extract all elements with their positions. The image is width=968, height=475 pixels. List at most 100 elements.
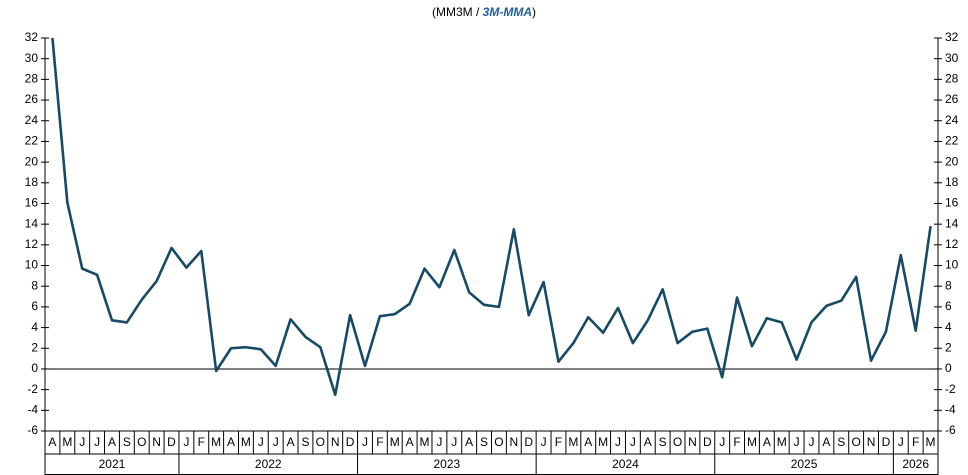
x-tick-label: J bbox=[94, 435, 100, 449]
x-tick-label: O bbox=[137, 435, 146, 449]
y2-tick-label: 32 bbox=[945, 30, 959, 44]
y2-tick-label: 14 bbox=[945, 216, 959, 230]
x-tick-label: M bbox=[926, 435, 936, 449]
x-tick-label: J bbox=[898, 435, 904, 449]
y-tick-label: 4 bbox=[31, 320, 38, 334]
y-tick-label: -4 bbox=[27, 402, 38, 416]
x-tick-label: A bbox=[822, 435, 830, 449]
x-tick-label: F bbox=[376, 435, 383, 449]
y-tick-label: 2 bbox=[31, 340, 38, 354]
y2-tick-label: 0 bbox=[945, 361, 952, 375]
x-tick-label: F bbox=[733, 435, 740, 449]
x-tick-label: A bbox=[287, 435, 295, 449]
y-tick-label: 8 bbox=[31, 278, 38, 292]
x-tick-label: O bbox=[673, 435, 682, 449]
x-tick-label: J bbox=[451, 435, 457, 449]
x-tick-label: O bbox=[494, 435, 503, 449]
x-tick-label: J bbox=[183, 435, 189, 449]
y-tick-label: 22 bbox=[25, 134, 39, 148]
y-tick-label: 24 bbox=[25, 113, 39, 127]
x-tick-label: N bbox=[331, 435, 340, 449]
y2-tick-label: 8 bbox=[945, 278, 952, 292]
y-tick-label: -6 bbox=[27, 423, 38, 437]
x-tick-label: D bbox=[703, 435, 712, 449]
x-tick-label: S bbox=[480, 435, 488, 449]
x-tick-label: J bbox=[436, 435, 442, 449]
y2-tick-label: 16 bbox=[945, 196, 959, 210]
x-tick-label: S bbox=[301, 435, 309, 449]
title-part: ) bbox=[532, 5, 536, 19]
y-tick-label: 12 bbox=[25, 237, 39, 251]
x-tick-label: J bbox=[808, 435, 814, 449]
x-tick-label: J bbox=[719, 435, 725, 449]
x-tick-label: J bbox=[541, 435, 547, 449]
y-tick-label: 18 bbox=[25, 175, 39, 189]
x-tick-label: A bbox=[48, 435, 56, 449]
x-tick-label: A bbox=[406, 435, 414, 449]
x-year-label: 2021 bbox=[99, 457, 126, 471]
y-tick-label: 16 bbox=[25, 196, 39, 210]
x-tick-label: A bbox=[108, 435, 116, 449]
y-tick-label: 0 bbox=[31, 361, 38, 375]
y2-tick-label: 26 bbox=[945, 92, 959, 106]
y2-tick-label: 20 bbox=[945, 154, 959, 168]
x-tick-label: N bbox=[152, 435, 161, 449]
x-tick-label: A bbox=[763, 435, 771, 449]
x-tick-label: N bbox=[867, 435, 876, 449]
y-tick-label: 26 bbox=[25, 92, 39, 106]
x-tick-label: O bbox=[316, 435, 325, 449]
y2-tick-label: -2 bbox=[945, 382, 956, 396]
x-tick-label: S bbox=[659, 435, 667, 449]
x-tick-label: A bbox=[465, 435, 473, 449]
x-tick-label: M bbox=[390, 435, 400, 449]
x-tick-label: F bbox=[555, 435, 562, 449]
x-tick-label: J bbox=[794, 435, 800, 449]
y2-tick-label: 2 bbox=[945, 340, 952, 354]
y2-tick-label: 30 bbox=[945, 51, 959, 65]
x-tick-label: J bbox=[79, 435, 85, 449]
x-tick-label: S bbox=[837, 435, 845, 449]
x-year-label: 2026 bbox=[902, 457, 929, 471]
x-tick-label: M bbox=[568, 435, 578, 449]
y-tick-label: 20 bbox=[25, 154, 39, 168]
y-tick-label: 14 bbox=[25, 216, 39, 230]
chart-title: (MM3M / 3M-MMA) bbox=[432, 5, 536, 19]
y2-tick-label: 18 bbox=[945, 175, 959, 189]
x-tick-label: J bbox=[273, 435, 279, 449]
x-tick-label: F bbox=[198, 435, 205, 449]
x-tick-label: J bbox=[258, 435, 264, 449]
y2-tick-label: 6 bbox=[945, 299, 952, 313]
x-tick-label: A bbox=[227, 435, 235, 449]
y-tick-label: 28 bbox=[25, 72, 39, 86]
x-tick-label: A bbox=[584, 435, 592, 449]
x-tick-label: M bbox=[62, 435, 72, 449]
y-tick-label: 32 bbox=[25, 30, 39, 44]
y-tick-label: 6 bbox=[31, 299, 38, 313]
y-tick-label: 30 bbox=[25, 51, 39, 65]
y-tick-label: -2 bbox=[27, 382, 38, 396]
x-year-label: 2024 bbox=[612, 457, 639, 471]
title-highlight: 3M-MMA bbox=[483, 5, 532, 19]
x-tick-label: N bbox=[688, 435, 697, 449]
x-tick-label: D bbox=[524, 435, 533, 449]
x-year-label: 2022 bbox=[255, 457, 282, 471]
x-tick-label: F bbox=[912, 435, 919, 449]
y2-tick-label: -6 bbox=[945, 423, 956, 437]
x-tick-label: D bbox=[167, 435, 176, 449]
x-tick-label: S bbox=[123, 435, 131, 449]
x-tick-label: M bbox=[211, 435, 221, 449]
y2-tick-label: -4 bbox=[945, 402, 956, 416]
x-tick-label: M bbox=[598, 435, 608, 449]
x-tick-label: D bbox=[346, 435, 355, 449]
y2-tick-label: 10 bbox=[945, 258, 959, 272]
x-tick-label: M bbox=[241, 435, 251, 449]
x-year-label: 2023 bbox=[433, 457, 460, 471]
y2-tick-label: 4 bbox=[945, 320, 952, 334]
x-tick-label: N bbox=[509, 435, 518, 449]
x-tick-label: M bbox=[777, 435, 787, 449]
x-tick-label: J bbox=[615, 435, 621, 449]
x-tick-label: M bbox=[420, 435, 430, 449]
x-tick-label: J bbox=[630, 435, 636, 449]
series-line bbox=[51, 37, 932, 397]
